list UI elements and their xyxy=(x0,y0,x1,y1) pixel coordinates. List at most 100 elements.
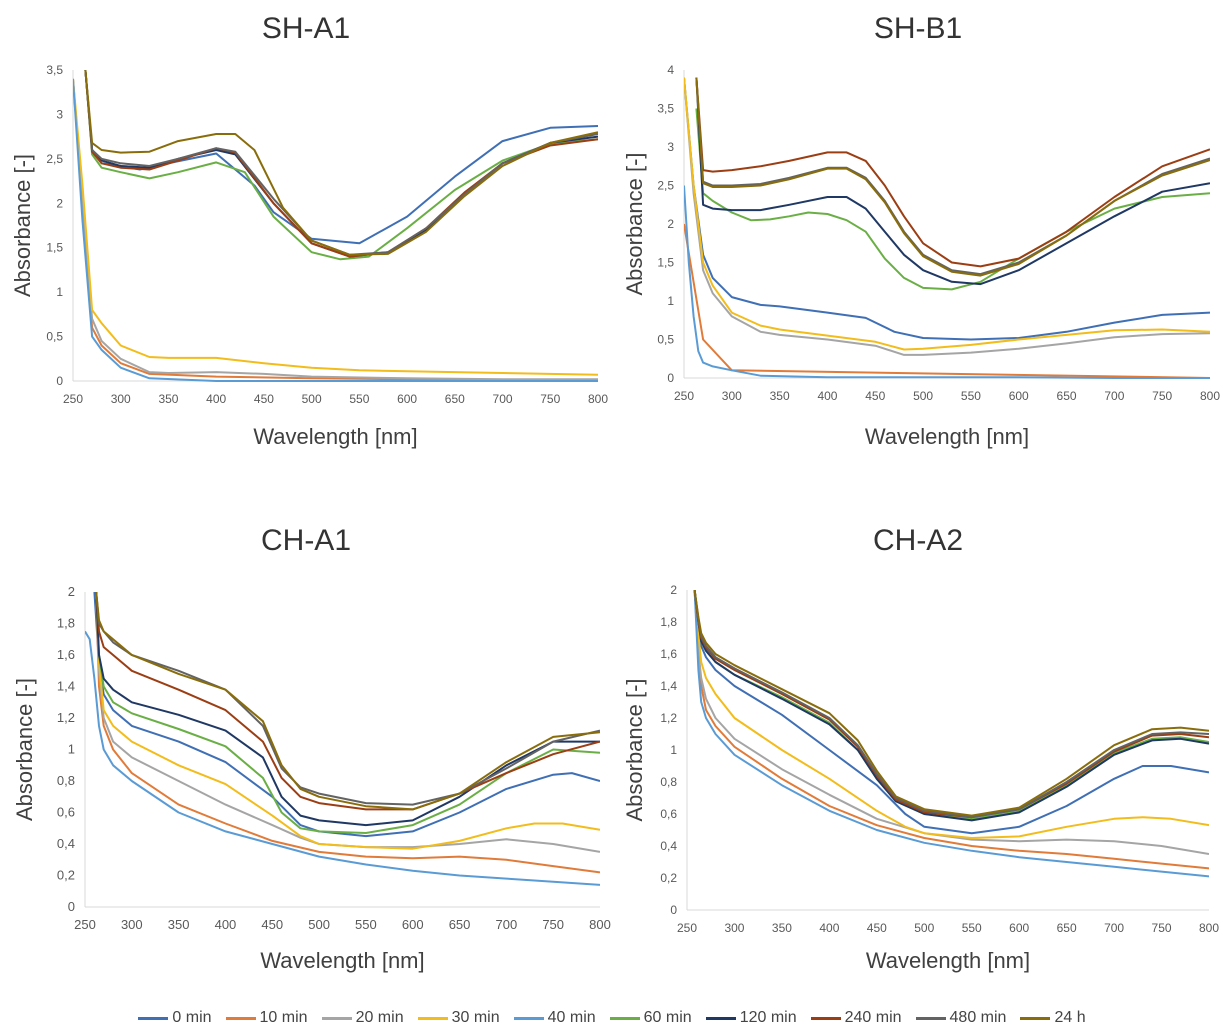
series-line xyxy=(73,78,598,382)
x-tick-label: 700 xyxy=(1104,921,1124,935)
legend-swatch xyxy=(138,1016,169,1020)
x-tick-label: 400 xyxy=(819,921,839,935)
x-tick-label: 500 xyxy=(302,392,322,406)
series-line xyxy=(95,592,600,806)
legend-label: 20 min xyxy=(355,1009,404,1026)
x-tick-label: 800 xyxy=(1199,921,1219,935)
series-line xyxy=(684,223,1210,379)
series-line xyxy=(684,77,1210,341)
chart-plot: 250 300 350 400 450 500 550 600 650 700 750 800 0 0,2… xyxy=(12,584,611,973)
series-line xyxy=(85,630,600,886)
chart-title: CH-A2 xyxy=(872,524,963,557)
legend-swatch xyxy=(225,1016,256,1020)
legend-item: 0 min xyxy=(138,1009,212,1027)
chart-plot: 250 300 350 400 450 500 550 600 650 700 750 800 0 0,5… xyxy=(10,63,608,449)
x-tick-label: 450 xyxy=(865,389,885,403)
series-line xyxy=(695,77,1210,277)
x-tick-label: 350 xyxy=(168,917,190,932)
chart-title: SH-A1 xyxy=(261,12,351,45)
legend-swatch xyxy=(609,1016,640,1020)
y-tick-label: 1,8 xyxy=(660,615,677,629)
legend-label: 240 min xyxy=(844,1009,902,1026)
legend-item: 10 min xyxy=(225,1009,308,1027)
series-line xyxy=(693,590,1209,820)
legend-item: 24 h xyxy=(1020,1009,1086,1027)
y-tick-label: 1,2 xyxy=(660,711,677,725)
x-tick-label: 350 xyxy=(158,392,178,406)
y-tick-label: 0,5 xyxy=(657,333,674,347)
x-tick-label: 250 xyxy=(677,921,697,935)
series-line xyxy=(84,70,598,261)
y-tick-label: 2 xyxy=(68,584,75,599)
y-tick-label: 1,4 xyxy=(57,679,75,694)
x-tick-label: 550 xyxy=(355,917,377,932)
legend-label: 120 min xyxy=(739,1009,797,1026)
y-tick-label: 1,6 xyxy=(57,647,75,662)
series-line xyxy=(684,77,1210,356)
series-line xyxy=(95,592,600,811)
x-tick-label: 800 xyxy=(589,917,611,932)
series-line xyxy=(95,592,600,850)
x-tick-label: 650 xyxy=(445,392,465,406)
x-tick-label: 450 xyxy=(867,921,887,935)
x-tick-label: 400 xyxy=(215,917,237,932)
y-tick-label: 3 xyxy=(56,107,63,121)
legend: 0 min 10 min 20 min 30 min 40 min 60 min… xyxy=(0,1008,1224,1028)
legend-swatch xyxy=(321,1016,352,1020)
y-tick-label: 2 xyxy=(670,583,677,597)
x-tick-label: 600 xyxy=(397,392,417,406)
series-line xyxy=(693,590,1209,817)
series-line xyxy=(693,590,1209,835)
x-axis-label: Wavelength [nm] xyxy=(260,948,424,973)
y-tick-label: 1 xyxy=(56,285,63,299)
x-tick-label: 400 xyxy=(206,392,226,406)
x-tick-label: 650 xyxy=(1057,921,1077,935)
series-line xyxy=(93,592,600,838)
x-tick-label: 500 xyxy=(913,389,933,403)
y-tick-label: 4 xyxy=(667,63,674,77)
y-tick-label: 1,5 xyxy=(657,256,674,270)
x-tick-label: 500 xyxy=(914,921,934,935)
x-tick-label: 450 xyxy=(254,392,274,406)
x-axis-label: Wavelength [nm] xyxy=(865,424,1029,449)
y-tick-label: 0 xyxy=(667,371,674,385)
y-axis-label: Absorbance [-] xyxy=(622,152,647,295)
legend-label: 0 min xyxy=(172,1009,212,1026)
y-tick-label: 1,5 xyxy=(46,241,63,255)
y-tick-label: 2 xyxy=(56,196,63,210)
y-tick-label: 0,2 xyxy=(660,871,677,885)
legend-label: 24 h xyxy=(1054,1009,1086,1026)
x-tick-label: 300 xyxy=(722,389,742,403)
x-tick-label: 650 xyxy=(449,917,471,932)
y-tick-label: 1,2 xyxy=(57,710,75,725)
y-tick-label: 3,5 xyxy=(657,102,674,116)
x-tick-label: 800 xyxy=(1200,389,1220,403)
y-axis-label: Absorbance [-] xyxy=(622,678,647,821)
y-tick-label: 0 xyxy=(56,374,63,388)
series-line xyxy=(693,590,1209,839)
x-tick-label: 600 xyxy=(1009,921,1029,935)
series-line xyxy=(693,590,1209,822)
panel-ch-a1: CH-A1 250 300 350 400 450 500 550 600 650 700 750 8… xyxy=(0,510,612,1000)
legend-label: 480 min xyxy=(949,1009,1007,1026)
y-axis-label: Absorbance [-] xyxy=(12,678,37,821)
x-tick-label: 550 xyxy=(961,389,981,403)
legend-swatch xyxy=(810,1016,841,1020)
y-axis-label: Absorbance [-] xyxy=(10,154,35,297)
x-tick-label: 750 xyxy=(540,392,560,406)
y-tick-label: 1,6 xyxy=(660,647,677,661)
legend-item: 120 min xyxy=(705,1009,797,1027)
legend-item: 40 min xyxy=(513,1009,596,1027)
x-tick-label: 550 xyxy=(349,392,369,406)
panel-sh-b1: SH-B1 250 300 350 400 450 500 550 600 650 700 750 8… xyxy=(612,0,1224,480)
y-tick-label: 3,5 xyxy=(46,63,63,77)
legend-label: 10 min xyxy=(259,1009,308,1026)
legend-swatch xyxy=(417,1016,448,1020)
series-line xyxy=(695,77,1210,268)
chart-title: CH-A1 xyxy=(260,524,351,557)
series-line xyxy=(693,590,1209,870)
x-tick-label: 400 xyxy=(817,389,837,403)
x-tick-label: 650 xyxy=(1057,389,1077,403)
panel-sh-a1: SH-A1 250 300 350 400 450 500 550 600 650 700 750 8… xyxy=(0,0,612,480)
y-tick-label: 2,5 xyxy=(657,179,674,193)
